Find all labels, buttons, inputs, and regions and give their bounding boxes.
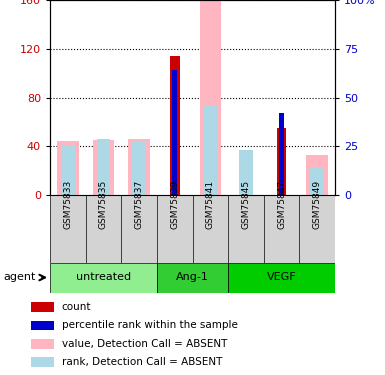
Bar	[170, 56, 179, 195]
Text: GSM75841: GSM75841	[206, 180, 215, 229]
Bar	[31, 302, 54, 312]
Text: value, Detection Call = ABSENT: value, Detection Call = ABSENT	[62, 339, 227, 349]
Text: VEGF: VEGF	[267, 273, 296, 282]
Bar	[239, 150, 253, 195]
Bar	[157, 262, 228, 292]
Bar	[31, 321, 54, 330]
Text: GSM75847: GSM75847	[277, 180, 286, 229]
Text: GSM75849: GSM75849	[313, 180, 321, 229]
Bar	[199, 0, 221, 195]
Text: percentile rank within the sample: percentile rank within the sample	[62, 321, 238, 330]
Bar	[310, 168, 324, 195]
Text: GSM75839: GSM75839	[170, 180, 179, 229]
Bar	[172, 70, 177, 195]
Bar	[277, 128, 286, 195]
Bar	[128, 139, 150, 195]
Text: GSM75833: GSM75833	[64, 180, 72, 229]
Bar	[31, 357, 54, 367]
Bar	[306, 155, 328, 195]
Bar	[31, 339, 54, 349]
Bar	[279, 113, 284, 195]
Bar	[57, 141, 79, 195]
Bar	[61, 146, 75, 195]
Bar	[203, 106, 217, 195]
Bar	[93, 140, 114, 195]
Bar	[228, 262, 335, 292]
Text: GSM75835: GSM75835	[99, 180, 108, 229]
Text: rank, Detection Call = ABSENT: rank, Detection Call = ABSENT	[62, 357, 222, 367]
Text: GSM75837: GSM75837	[135, 180, 144, 229]
Bar	[50, 262, 157, 292]
Text: agent: agent	[4, 273, 36, 282]
Text: count: count	[62, 302, 91, 312]
Bar	[132, 141, 146, 195]
Text: untreated: untreated	[76, 273, 131, 282]
Bar	[97, 139, 110, 195]
Text: GSM75845: GSM75845	[241, 180, 250, 229]
Text: Ang-1: Ang-1	[176, 273, 209, 282]
